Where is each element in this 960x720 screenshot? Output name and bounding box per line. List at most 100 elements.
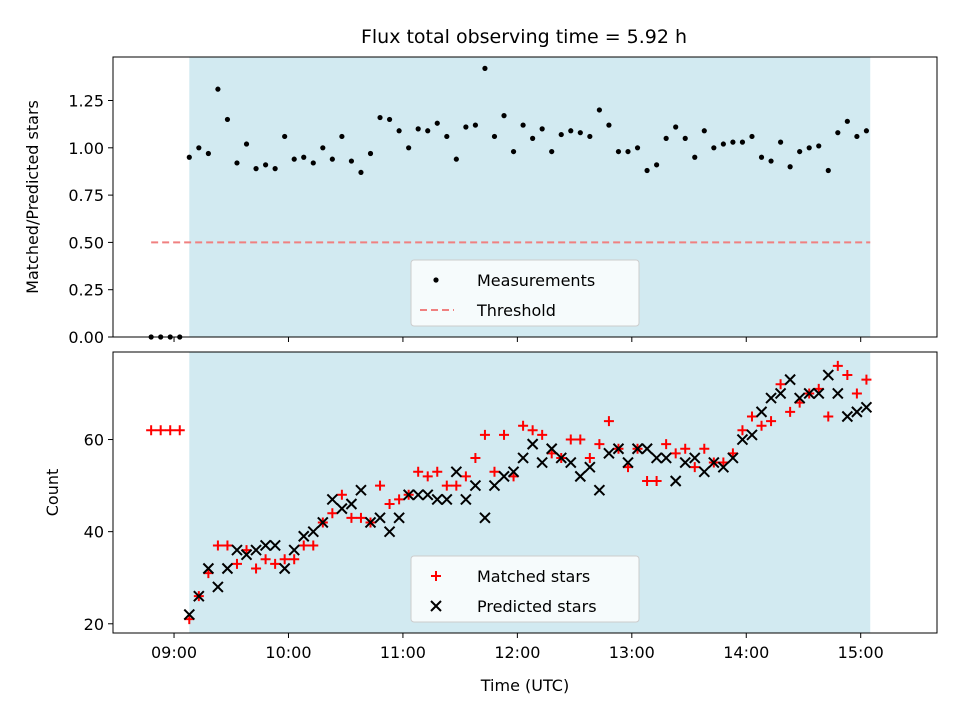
data-point bbox=[260, 554, 271, 565]
data-point bbox=[650, 452, 663, 464]
data-point bbox=[472, 122, 479, 128]
data-point bbox=[841, 410, 854, 423]
ratio-panel: 0.00 0.25 0.50 0.75 1.00 1.25 Matched/Predicte… bbox=[23, 56, 938, 347]
legend-label: Threshold bbox=[476, 301, 556, 320]
data-point bbox=[673, 124, 679, 130]
data-point bbox=[816, 143, 822, 149]
data-point bbox=[386, 116, 393, 123]
data-point bbox=[539, 126, 545, 132]
data-point bbox=[587, 133, 593, 140]
data-point bbox=[777, 139, 784, 145]
data-point bbox=[298, 530, 310, 542]
x-axis-label: Time (UTC) bbox=[480, 676, 569, 695]
data-point bbox=[835, 130, 841, 136]
data-point bbox=[460, 471, 471, 482]
data-point bbox=[860, 401, 873, 413]
data-point bbox=[269, 539, 281, 552]
data-point bbox=[766, 416, 777, 427]
data-point bbox=[202, 562, 215, 575]
data-point bbox=[327, 508, 338, 519]
data-point bbox=[863, 128, 870, 134]
data-point bbox=[727, 452, 739, 464]
data-point bbox=[527, 425, 538, 436]
data-point bbox=[355, 512, 366, 523]
data-point bbox=[415, 126, 421, 132]
data-point bbox=[530, 135, 536, 141]
legend: Matched stars Predicted stars bbox=[410, 555, 640, 623]
data-point bbox=[348, 158, 355, 164]
data-point bbox=[234, 160, 240, 166]
data-point bbox=[793, 392, 806, 404]
data-point bbox=[320, 145, 326, 151]
data-point bbox=[526, 438, 539, 450]
data-point bbox=[823, 411, 834, 422]
data-point bbox=[851, 388, 862, 399]
data-point bbox=[224, 116, 231, 123]
data-point bbox=[434, 120, 440, 126]
x-tick-label: 10:00 bbox=[265, 643, 311, 662]
data-point bbox=[755, 406, 768, 418]
data-point bbox=[756, 420, 767, 431]
chart-title: Flux total observing time = 5.92 h bbox=[361, 26, 687, 48]
data-point bbox=[806, 145, 812, 151]
data-point bbox=[250, 544, 262, 556]
data-point bbox=[377, 114, 383, 121]
data-point bbox=[584, 461, 596, 473]
data-point bbox=[565, 456, 577, 469]
legend-marker bbox=[431, 571, 441, 581]
y-tick-label: 1.25 bbox=[68, 92, 104, 111]
data-point bbox=[851, 406, 863, 418]
data-point bbox=[441, 480, 452, 491]
data-point bbox=[642, 475, 653, 486]
data-point bbox=[644, 167, 650, 174]
y-axis-label: Count bbox=[43, 469, 62, 517]
data-point bbox=[272, 166, 278, 172]
data-point bbox=[479, 512, 491, 524]
data-point bbox=[364, 516, 377, 529]
x-tick-label: 09:00 bbox=[151, 643, 197, 662]
data-point bbox=[317, 516, 329, 529]
data-point bbox=[549, 148, 555, 155]
legend: Measurements Threshold bbox=[410, 259, 640, 327]
data-point bbox=[682, 135, 688, 141]
legend-box bbox=[410, 555, 640, 623]
data-point bbox=[432, 466, 443, 477]
data-point bbox=[730, 139, 736, 145]
data-point bbox=[196, 145, 202, 151]
data-point bbox=[558, 131, 564, 138]
data-point bbox=[565, 434, 576, 445]
legend-marker bbox=[430, 600, 442, 612]
data-point bbox=[861, 374, 872, 385]
data-point bbox=[310, 160, 316, 166]
data-point bbox=[594, 439, 605, 450]
data-point bbox=[603, 447, 615, 460]
data-point bbox=[545, 443, 558, 455]
data-point bbox=[739, 139, 746, 145]
data-point bbox=[854, 133, 860, 140]
data-point bbox=[488, 479, 501, 492]
data-point bbox=[262, 162, 269, 168]
data-point bbox=[768, 158, 774, 164]
data-point bbox=[444, 133, 450, 140]
data-point bbox=[165, 425, 176, 436]
data-point bbox=[596, 107, 602, 113]
data-point bbox=[631, 443, 644, 455]
data-point bbox=[489, 466, 500, 477]
data-point bbox=[537, 429, 548, 440]
data-point bbox=[711, 145, 717, 151]
data-point bbox=[622, 456, 634, 469]
data-point bbox=[422, 489, 434, 501]
data-point bbox=[520, 122, 526, 128]
data-point bbox=[689, 452, 701, 464]
data-point bbox=[394, 494, 405, 505]
data-point bbox=[736, 433, 749, 446]
data-point bbox=[803, 387, 815, 400]
data-point bbox=[663, 135, 669, 141]
legend-label: Measurements bbox=[477, 271, 595, 290]
y-axis-label: Matched/Predicted stars bbox=[23, 100, 42, 294]
data-point bbox=[186, 154, 192, 160]
data-point bbox=[155, 425, 166, 436]
data-point bbox=[240, 548, 253, 561]
data-point bbox=[469, 479, 482, 492]
data-point bbox=[205, 150, 211, 157]
